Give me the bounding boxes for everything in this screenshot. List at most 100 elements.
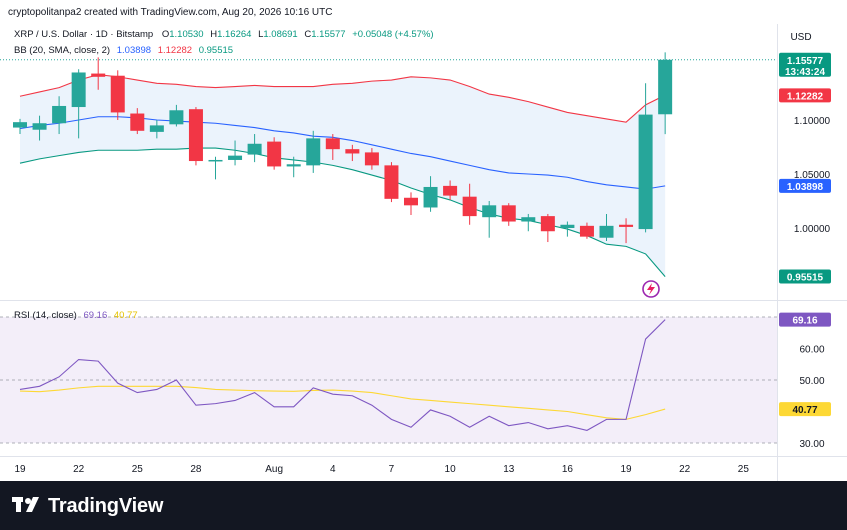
candle[interactable] xyxy=(638,83,653,233)
candle[interactable] xyxy=(384,162,399,203)
candle[interactable] xyxy=(52,96,67,135)
bb-basis-value: 1.03898 xyxy=(117,45,151,56)
symbol-legend[interactable]: XRP / U.S. Dollar · 1D · Bitstamp O1.105… xyxy=(14,29,434,40)
close-label: C xyxy=(304,29,311,40)
bb-lower-value: 0.95515 xyxy=(199,45,233,56)
candle[interactable] xyxy=(501,203,516,226)
last-price-badge-text: 13:43:24 xyxy=(785,67,825,78)
candle[interactable] xyxy=(462,183,477,225)
candle[interactable] xyxy=(169,104,184,127)
candle-body xyxy=(247,143,262,155)
rsi-badge: 69.16 xyxy=(779,312,831,327)
candle-body xyxy=(443,185,458,196)
candle[interactable] xyxy=(345,144,360,162)
time-tick-label: 16 xyxy=(562,464,574,475)
bb-lower-badge: 0.95515 xyxy=(779,269,831,284)
rsi-legend-value: 69.16 xyxy=(83,310,107,321)
candle[interactable] xyxy=(71,69,86,139)
time-tick-label: 13 xyxy=(503,464,515,475)
candle[interactable] xyxy=(228,140,243,166)
price-tick-label: 1.10000 xyxy=(794,116,831,127)
candle[interactable] xyxy=(286,156,301,178)
candle[interactable] xyxy=(482,201,497,238)
candle[interactable] xyxy=(540,213,555,243)
bb-lower-line xyxy=(19,147,666,277)
candle[interactable] xyxy=(13,118,27,135)
candle-body xyxy=(423,186,438,208)
axes: 1.10000 1.05000 1.00000 60.00 50.00 30.00 19 22… xyxy=(14,116,830,475)
candle[interactable] xyxy=(658,52,673,135)
candle[interactable] xyxy=(443,180,458,200)
bb-upper-value: 1.12282 xyxy=(158,45,192,56)
open-value: 1.10530 xyxy=(169,29,203,40)
rsi-tick-label: 60.00 xyxy=(799,345,824,356)
currency-label[interactable]: USD xyxy=(790,32,811,43)
candle[interactable] xyxy=(306,130,321,173)
rsi-legend[interactable]: RSI (14, close) 69.16 40.77 xyxy=(14,310,138,321)
candle-body xyxy=(345,149,360,154)
candle-body xyxy=(619,224,634,227)
grid-lines xyxy=(0,59,777,444)
candle[interactable] xyxy=(110,70,125,120)
candle[interactable] xyxy=(247,134,262,163)
rsi-badge-text: 69.16 xyxy=(792,316,817,327)
candle[interactable] xyxy=(188,107,203,166)
bb-fill xyxy=(20,74,666,277)
event-marker-icon[interactable] xyxy=(642,280,660,298)
candle-body xyxy=(130,113,145,131)
rsi-badge-bg xyxy=(779,312,831,327)
time-tick-label: 19 xyxy=(620,464,632,475)
rsi-tick-label: 50.00 xyxy=(799,376,824,387)
bb-lower-badge-text: 0.95515 xyxy=(787,272,824,283)
rsi-label: RSI (14, close) xyxy=(14,310,77,321)
close-value: 1.15577 xyxy=(311,29,345,40)
rsi-series xyxy=(19,319,666,431)
candle[interactable] xyxy=(521,213,536,232)
candle-body xyxy=(91,73,106,77)
candle[interactable] xyxy=(267,137,282,170)
candle-body xyxy=(32,123,47,130)
low-value: 1.08691 xyxy=(263,29,297,40)
candle[interactable] xyxy=(130,108,145,135)
candle[interactable] xyxy=(325,134,340,160)
bb-basis-badge: 1.03898 xyxy=(779,178,831,193)
candle[interactable] xyxy=(32,115,47,141)
candle-body xyxy=(462,196,477,217)
candle-body xyxy=(286,164,301,167)
candle-body xyxy=(540,216,555,232)
tradingview-logo-icon xyxy=(12,497,39,512)
bb-legend[interactable]: BB (20, SMA, close, 2) 1.03898 1.12282 0… xyxy=(14,45,233,56)
bb-label: BB (20, SMA, close, 2) xyxy=(14,45,110,56)
bb-upper-badge-text: 1.12282 xyxy=(787,91,824,102)
candlestick-series[interactable] xyxy=(13,52,673,244)
time-tick-label: 25 xyxy=(738,464,750,475)
tradingview-logo[interactable]: TradingView xyxy=(12,493,163,519)
time-tick-label: 22 xyxy=(73,464,85,475)
high-label: H xyxy=(210,29,217,40)
candle[interactable] xyxy=(91,57,106,90)
candle[interactable] xyxy=(208,156,223,180)
candle[interactable] xyxy=(404,192,418,216)
candle-body xyxy=(482,205,497,218)
candle-body xyxy=(208,159,223,162)
candle-body xyxy=(364,152,379,166)
time-tick-label: 10 xyxy=(445,464,457,475)
candle[interactable] xyxy=(599,213,614,241)
time-tick-label: Aug xyxy=(265,464,283,475)
rsi-ma-line xyxy=(19,385,666,420)
candle[interactable] xyxy=(560,221,575,237)
candle[interactable] xyxy=(364,148,379,170)
bb-upper-badge-bg xyxy=(779,88,831,103)
candle[interactable] xyxy=(619,218,634,244)
candle[interactable] xyxy=(423,176,438,212)
change-value: +0.05048 (+4.57%) xyxy=(352,29,433,40)
candle-body xyxy=(188,109,203,162)
candle[interactable] xyxy=(579,222,594,239)
candle-body xyxy=(267,141,282,167)
candle[interactable] xyxy=(149,120,164,139)
candle-body xyxy=(501,205,516,222)
time-tick-label: 25 xyxy=(132,464,144,475)
candle-body xyxy=(579,225,594,237)
